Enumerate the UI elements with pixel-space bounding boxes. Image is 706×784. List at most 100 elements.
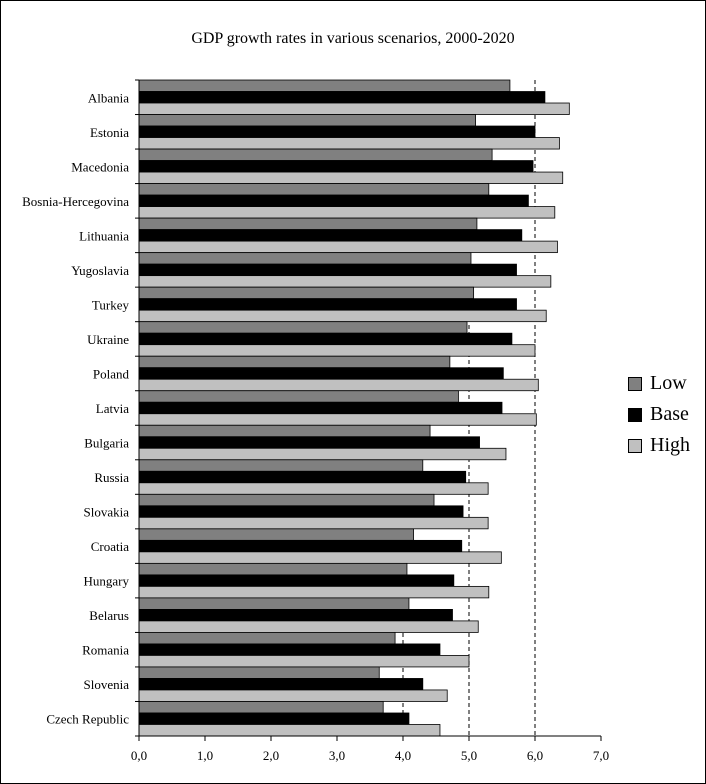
bar-low xyxy=(138,597,410,610)
category-label: Russia xyxy=(94,470,129,485)
x-tick-label: 4,0 xyxy=(395,748,411,763)
bar-high xyxy=(138,447,507,461)
bar-high xyxy=(138,724,441,737)
bar-high xyxy=(138,516,489,530)
bar-high xyxy=(138,689,448,702)
bar-high xyxy=(138,482,489,495)
bar-low xyxy=(138,459,424,472)
bar-low xyxy=(138,286,475,300)
bar-base xyxy=(138,712,410,725)
bar-base xyxy=(138,609,453,622)
bar-low xyxy=(138,252,472,265)
bar-low xyxy=(138,424,431,438)
category-label: Bosnia-Hercegovina xyxy=(22,194,129,209)
bar-base xyxy=(138,401,503,415)
bar-base xyxy=(138,160,534,173)
bar-base xyxy=(138,298,517,311)
category-label: Turkey xyxy=(92,297,130,312)
legend-swatch-base xyxy=(628,407,642,422)
x-tick-label: 2,0 xyxy=(263,748,279,763)
legend-swatch-low xyxy=(628,376,642,391)
x-tick-label: 1,0 xyxy=(197,748,213,763)
bar-low xyxy=(138,493,435,507)
category-label: Slovenia xyxy=(84,677,130,692)
bar-low xyxy=(138,183,490,196)
bar-base xyxy=(138,91,546,104)
bar-high xyxy=(138,102,570,115)
x-tick-label: 5,0 xyxy=(461,748,477,763)
tick-labels: 0,0 1,0 2,0 3,0 4,0 5,0 6,0 7,0 xyxy=(131,748,609,763)
category-label: Lithuania xyxy=(79,228,129,243)
category-label: Estonia xyxy=(90,125,129,140)
bar-base xyxy=(138,505,464,518)
category-label: Albania xyxy=(88,90,129,105)
bar-high xyxy=(138,344,536,357)
bar-base xyxy=(138,332,513,346)
category-label: Yugoslavia xyxy=(71,263,129,278)
bar-base xyxy=(138,436,480,449)
bar-base xyxy=(138,678,424,691)
bar-high xyxy=(138,413,537,426)
bars xyxy=(138,79,570,737)
bar-base xyxy=(138,125,536,138)
bar-high xyxy=(138,309,547,323)
legend-label-base: Base xyxy=(650,403,689,425)
bar-low xyxy=(138,390,459,403)
bar-low xyxy=(138,114,477,127)
bar-high xyxy=(138,137,560,150)
category-label: Belarus xyxy=(89,608,129,623)
bar-base xyxy=(138,194,529,207)
bar-low xyxy=(138,701,384,714)
bar-base xyxy=(138,643,441,656)
bar-high xyxy=(138,620,479,633)
legend: Low Base High xyxy=(628,368,690,461)
category-label: Croatia xyxy=(91,539,129,554)
bar-base xyxy=(138,539,463,553)
bar-high xyxy=(138,378,539,392)
legend-item-low: Low xyxy=(628,368,690,399)
bar-low xyxy=(138,355,451,369)
category-label: Slovakia xyxy=(84,505,130,520)
legend-swatch-high xyxy=(628,438,642,453)
bar-high xyxy=(138,171,564,184)
bar-high xyxy=(138,206,556,219)
bar-low xyxy=(138,666,380,679)
x-tick-label: 3,0 xyxy=(329,748,345,763)
category-label: Czech Republic xyxy=(46,712,129,727)
category-label: Latvia xyxy=(96,401,129,416)
legend-item-high: High xyxy=(628,430,690,461)
bar-base xyxy=(138,229,523,242)
bar-low xyxy=(138,562,408,576)
x-tick-label: 7,0 xyxy=(593,748,609,763)
bar-base xyxy=(138,263,517,277)
x-tick-label: 0,0 xyxy=(131,748,147,763)
legend-label-low: Low xyxy=(650,372,687,394)
bar-base xyxy=(138,367,504,380)
bar-low xyxy=(138,79,511,92)
bar-base xyxy=(138,574,455,587)
category-label: Poland xyxy=(93,366,130,381)
category-label: Ukraine xyxy=(87,332,129,347)
bar-low xyxy=(138,217,478,231)
legend-label-high: High xyxy=(650,434,690,456)
bar-high xyxy=(138,551,502,564)
category-labels: Albania Estonia Macedonia Bosnia-Hercegovin… xyxy=(22,90,129,726)
category-label: Romania xyxy=(82,643,129,658)
axes xyxy=(135,79,602,741)
bar-low xyxy=(138,321,468,334)
bar-high xyxy=(138,655,470,668)
category-label: Hungary xyxy=(84,574,130,589)
bar-low xyxy=(138,148,493,161)
bar-base xyxy=(138,470,467,484)
bar-high xyxy=(138,275,552,288)
legend-item-base: Base xyxy=(628,399,690,430)
category-label: Macedonia xyxy=(71,159,129,174)
bar-low xyxy=(138,528,414,541)
chart-title: GDP growth rates in various scenarios, 2… xyxy=(191,30,515,47)
bar-high xyxy=(138,240,558,254)
bar-high xyxy=(138,585,490,599)
bar-low xyxy=(138,632,396,645)
category-label: Bulgaria xyxy=(84,436,129,451)
x-tick-label: 6,0 xyxy=(527,748,543,763)
